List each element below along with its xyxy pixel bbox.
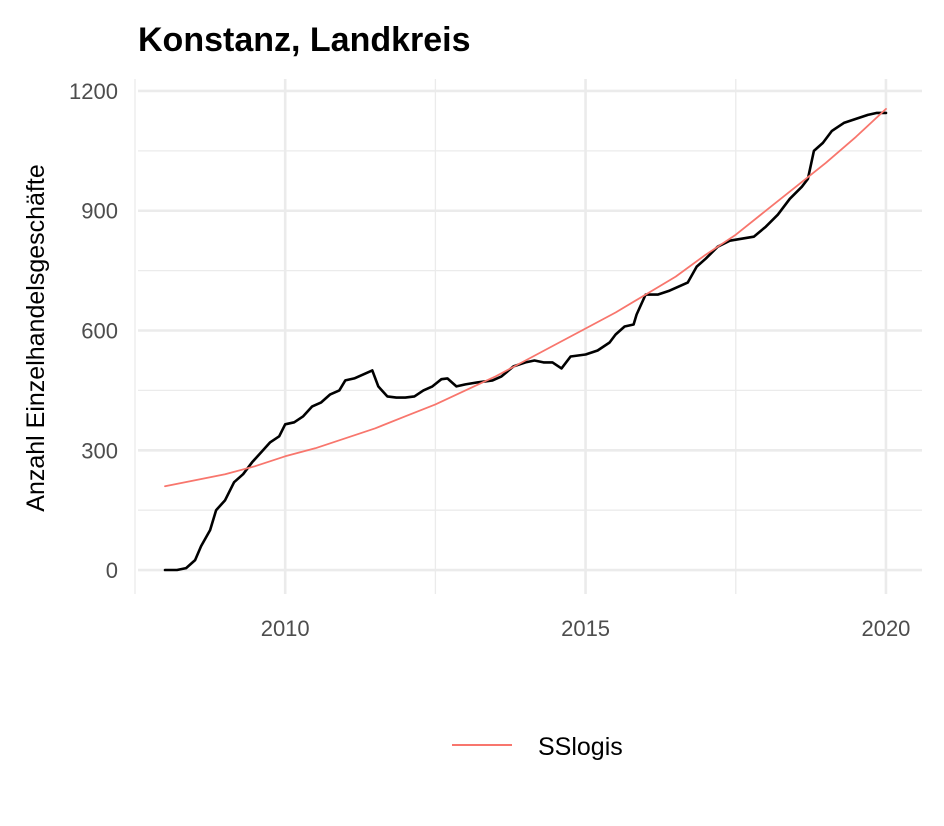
tick-labels: 2010 2015 2020 0 300 600 900 1200 (69, 79, 910, 641)
series-lines (163, 108, 888, 572)
y-axis-label: Anzahl Einzelhandelsgeschäfte (22, 164, 50, 511)
y-tick-label: 1200 (69, 79, 118, 104)
chart-title: Konstanz, Landkreis (138, 21, 471, 59)
grid-minor (134, 79, 922, 594)
legend: SSlogis (452, 733, 623, 761)
y-tick-label: 900 (81, 199, 118, 224)
x-tick-label: 2015 (561, 616, 610, 641)
x-tick-label: 2020 (861, 616, 910, 641)
observed-count-line (163, 111, 888, 572)
y-tick-label: 0 (106, 558, 118, 583)
y-tick-label: 300 (81, 438, 118, 463)
sslogis-fit-line (164, 108, 887, 488)
grid-major (138, 79, 922, 594)
x-tick-label: 2010 (261, 616, 310, 641)
y-tick-label: 600 (81, 319, 118, 344)
legend-label: SSlogis (538, 733, 623, 761)
